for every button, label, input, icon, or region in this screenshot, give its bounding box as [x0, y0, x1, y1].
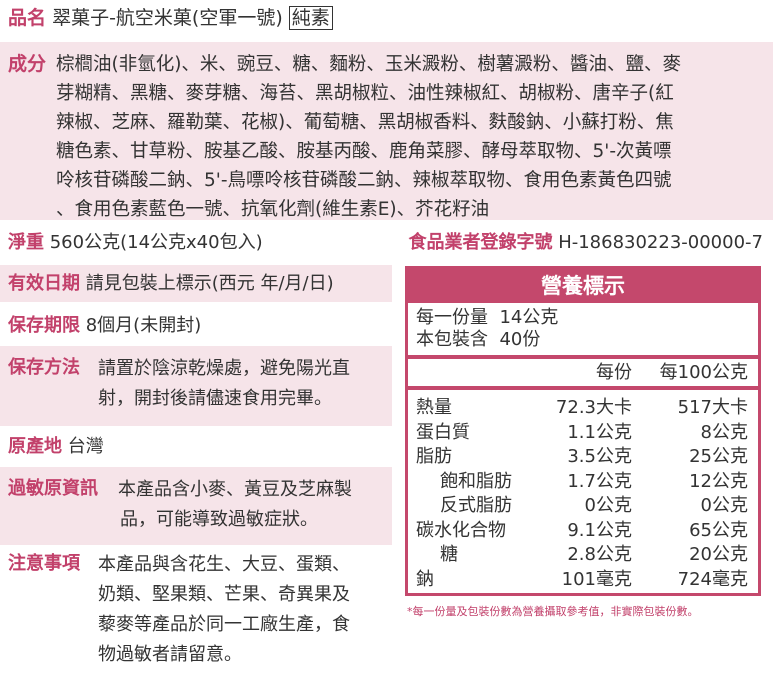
per-100g-value: 517大卡	[677, 397, 748, 418]
nutrient-name: 鈉	[416, 568, 434, 590]
serving-size-value: 14公克	[499, 307, 559, 328]
nutrient-name: 飽和脂肪	[440, 470, 512, 492]
allergen-label: 過敏原資訊	[8, 478, 98, 499]
ingredients-line: 糖色素、甘草粉、胺基乙酸、胺基丙酸、鹿角菜膠、酵母萃取物、5'-次黃嘌	[56, 141, 672, 162]
expiry-label: 有效日期	[8, 273, 80, 294]
nutrition-row: 熱量 72.3大卡 517大卡	[408, 396, 758, 421]
notice-line: 本產品與含花生、大豆、蛋類、	[98, 554, 350, 575]
nutrient-name: 蛋白質	[416, 421, 470, 443]
col-per-100g: 每100公克	[659, 362, 748, 383]
nutrition-row: 糖 2.8公克 20公克	[408, 543, 758, 568]
servings-count-value: 40份	[499, 329, 541, 350]
nutrition-title: 營養標示	[408, 269, 758, 303]
net-weight-row: 淨重 560公克(14公克x40包入)	[8, 229, 263, 257]
shelf-life-value: 8個月(未開封)	[85, 315, 202, 336]
storage-line: 射，開封後請儘速食用完畢。	[98, 388, 332, 409]
per-serving-value: 0公克	[584, 495, 632, 516]
nutrition-row: 脂肪 3.5公克 25公克	[408, 445, 758, 470]
storage-line: 請置於陰涼乾燥處，避免陽光直	[98, 358, 350, 379]
per-100g-value: 0公克	[700, 495, 748, 516]
column-headers: 每份 每100公克	[408, 359, 758, 386]
nutrient-name: 糖	[440, 544, 458, 565]
nutrient-name: 熱量	[416, 397, 452, 418]
notice-line: 藜麥等產品於同一工廠生產，食	[98, 614, 350, 635]
per-100g-value: 8公克	[700, 421, 748, 443]
product-name-row: 品名 翠菓子-航空米菓(空軍一號) 純素	[8, 4, 333, 32]
per-serving-value: 9.1公克	[567, 519, 632, 541]
product-name-value: 翠菓子-航空米菓(空軍一號)	[52, 7, 283, 29]
per-serving-value: 101毫克	[561, 568, 632, 590]
per-100g-value: 12公克	[689, 470, 748, 492]
notice-row: 注意事項 本產品與含花生、大豆、蛋類、 奶類、堅果類、芒果、奇異果及 藜麥等產品…	[0, 545, 392, 680]
per-serving-value: 1.7公克	[567, 470, 632, 492]
per-100g-value: 25公克	[689, 446, 748, 467]
ingredients-label: 成分	[8, 53, 47, 75]
nutrition-row: 鈉 101毫克 724毫克	[408, 568, 758, 593]
notice-label: 注意事項	[8, 553, 80, 574]
ingredients-line: 呤核苷磷酸二鈉、5'-鳥嘌呤核苷磷酸二鈉、辣椒萃取物、食用色素黃色四號	[56, 170, 672, 191]
nutrition-facts-table: 營養標示 每一份量 14公克 本包裝含 40份 每份 每100公克 熱量 72.3…	[405, 266, 761, 596]
shelf-life-label: 保存期限	[8, 315, 80, 336]
ingredients-section: 成分 棕櫚油(非氫化)、米、豌豆、糖、麵粉、玉米澱粉、樹薯澱粉、醬油、鹽、麥 芽糊…	[0, 42, 773, 220]
allergen-line: 本產品含小麥、黃豆及芝麻製	[118, 479, 352, 500]
origin-row: 原產地 台灣	[0, 426, 392, 466]
nutrition-row: 飽和脂肪 1.7公克 12公克	[408, 470, 758, 495]
registration-value: H-186830223-00000-7	[558, 232, 763, 253]
storage-row: 保存方法 請置於陰涼乾燥處，避免陽光直 射，開封後請儘速食用完畢。	[0, 346, 392, 426]
per-serving-value: 2.8公克	[567, 544, 632, 565]
ingredients-line: 棕櫚油(非氫化)、米、豌豆、糖、麵粉、玉米澱粉、樹薯澱粉、醬油、鹽、麥	[56, 54, 681, 75]
expiry-value: 請見包裝上標示(西元 年/月/日)	[85, 273, 334, 294]
per-100g-value: 65公克	[689, 519, 748, 541]
nutrient-name: 反式脂肪	[440, 495, 512, 516]
servings-count-label: 本包裝含	[416, 329, 488, 350]
col-per-serving: 每份	[596, 362, 632, 383]
vegan-badge: 純素	[288, 6, 333, 30]
serving-size-label: 每一份量	[416, 307, 488, 328]
ingredients-line: 辣椒、芝麻、羅勒葉、花椒)、葡萄糖、黑胡椒香料、麩酸鈉、小蘇打粉、焦	[56, 112, 674, 133]
divider	[408, 355, 758, 359]
nutrition-row: 蛋白質 1.1公克 8公克	[408, 421, 758, 446]
nutrient-name: 碳水化合物	[416, 519, 506, 541]
per-serving-value: 1.1公克	[567, 421, 632, 443]
ingredients-line: 、食用色素藍色一號、抗氧化劑(維生素E)、芥花籽油	[56, 199, 490, 220]
net-weight-value: 560公克(14公克x40包入)	[49, 232, 263, 253]
registration-label: 食品業者登錄字號	[408, 232, 553, 253]
origin-label: 原產地	[8, 436, 62, 457]
origin-value: 台灣	[67, 436, 104, 457]
shelf-life-row: 保存期限 8個月(未開封)	[0, 302, 392, 345]
expiry-row: 有效日期 請見包裝上標示(西元 年/月/日)	[0, 265, 392, 302]
per-100g-value: 20公克	[689, 544, 748, 565]
nutrition-row: 碳水化合物 9.1公克 65公克	[408, 519, 758, 544]
nutrition-footnote: *每一份量及包裝份數為營養攝取參考值，非實際包裝份數。	[407, 605, 699, 618]
per-serving-value: 3.5公克	[567, 446, 632, 467]
storage-label: 保存方法	[8, 357, 80, 378]
nutrient-name: 脂肪	[416, 446, 452, 467]
notice-line: 物過敏者請留意。	[98, 644, 242, 665]
divider	[408, 386, 758, 390]
per-serving-value: 72.3大卡	[555, 397, 632, 418]
nutrition-row: 反式脂肪 0公克 0公克	[408, 494, 758, 519]
allergen-row: 過敏原資訊 本產品含小麥、黃豆及芝麻製 品，可能導致過敏症狀。	[0, 467, 392, 545]
product-name-label: 品名	[8, 7, 47, 29]
allergen-line: 品，可能導致過敏症狀。	[120, 509, 318, 530]
ingredients-text: 棕櫚油(非氫化)、米、豌豆、糖、麵粉、玉米澱粉、樹薯澱粉、醬油、鹽、麥 芽糊精、黑…	[56, 50, 681, 224]
net-weight-label: 淨重	[8, 232, 44, 253]
per-100g-value: 724毫克	[677, 568, 748, 590]
serving-info: 每一份量 14公克 本包裝含 40份	[408, 303, 758, 355]
notice-line: 奶類、堅果類、芒果、奇異果及	[98, 584, 350, 605]
registration-row: 食品業者登錄字號 H-186830223-00000-7	[408, 229, 763, 257]
ingredients-line: 芽糊精、黑糖、麥芽糖、海苔、黑胡椒粒、油性辣椒紅、胡椒粉、唐辛子(紅	[56, 83, 674, 104]
